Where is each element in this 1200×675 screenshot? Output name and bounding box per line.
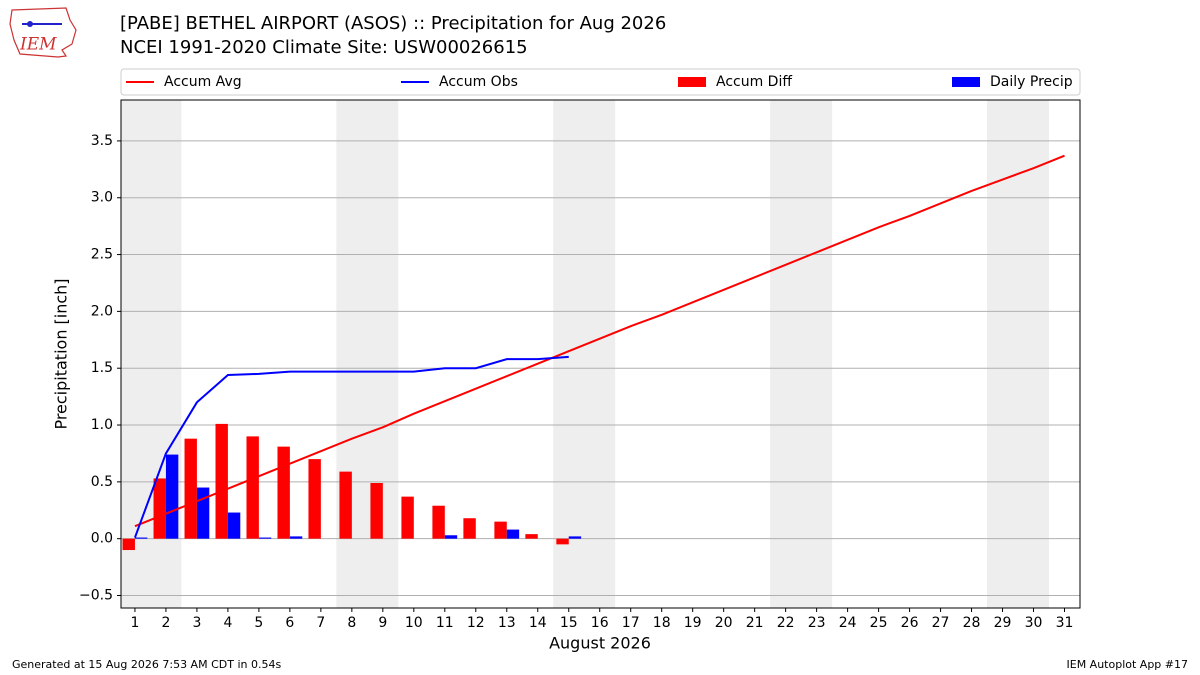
line bbox=[134, 154, 1065, 528]
bar bbox=[525, 534, 538, 539]
weekend-span bbox=[987, 100, 1050, 608]
x-tick-label: 5 bbox=[254, 615, 263, 631]
x-tick-label: 20 bbox=[715, 615, 733, 631]
x-tick-label: 2 bbox=[161, 615, 170, 631]
weekend-span bbox=[770, 100, 833, 608]
x-tick-label: 26 bbox=[901, 615, 919, 631]
x-axis-label: August 2026 bbox=[549, 634, 651, 653]
x-tick-label: 23 bbox=[808, 615, 826, 631]
bar bbox=[258, 537, 272, 539]
x-tick-label: 17 bbox=[622, 615, 640, 631]
x-tick-label: 8 bbox=[347, 615, 356, 631]
legend-swatch bbox=[952, 77, 980, 87]
bar bbox=[444, 535, 458, 539]
x-tick-label: 10 bbox=[405, 615, 423, 631]
bar bbox=[463, 518, 476, 539]
footer-right: IEM Autoplot App #17 bbox=[1067, 658, 1189, 671]
bar bbox=[556, 538, 569, 545]
legend-label: Accum Avg bbox=[164, 74, 242, 90]
y-tick-label: 1.0 bbox=[91, 417, 113, 433]
x-tick-label: 18 bbox=[653, 615, 671, 631]
y-tick-label: 2.5 bbox=[91, 247, 113, 263]
bar bbox=[494, 521, 507, 539]
bar bbox=[506, 529, 520, 539]
logo-dot bbox=[27, 21, 33, 27]
x-tick-label: 22 bbox=[777, 615, 795, 631]
y-tick-label: 3.0 bbox=[91, 190, 113, 206]
legend-label: Accum Obs bbox=[439, 74, 518, 90]
legend-label: Daily Precip bbox=[990, 74, 1073, 90]
x-tick-label: 27 bbox=[932, 615, 950, 631]
bar bbox=[308, 459, 321, 539]
x-tick-label: 3 bbox=[192, 615, 201, 631]
legend-box bbox=[120, 68, 1081, 96]
bar bbox=[165, 454, 179, 539]
bar bbox=[122, 538, 135, 551]
x-tick-label: 29 bbox=[994, 615, 1012, 631]
bar bbox=[227, 512, 241, 539]
bar bbox=[339, 471, 352, 539]
y-tick-label: 2.0 bbox=[91, 303, 113, 319]
bar bbox=[153, 478, 166, 539]
bar bbox=[432, 505, 445, 539]
x-tick-label: 11 bbox=[436, 615, 454, 631]
bar bbox=[370, 482, 383, 539]
bar bbox=[401, 496, 414, 539]
y-tick-label: 0.5 bbox=[91, 474, 113, 490]
x-tick-label: 1 bbox=[130, 615, 139, 631]
y-axis-label: Precipitation [inch] bbox=[52, 278, 71, 429]
bar bbox=[289, 536, 303, 539]
plot-frame bbox=[120, 99, 1081, 609]
chart-subtitle: NCEI 1991-2020 Climate Site: USW00026615 bbox=[120, 37, 528, 58]
x-tick-label: 21 bbox=[746, 615, 764, 631]
logo: IEM bbox=[9, 7, 77, 58]
logo-text: IEM bbox=[19, 35, 57, 55]
bar bbox=[184, 438, 197, 539]
bar bbox=[246, 436, 259, 539]
x-tick-label: 14 bbox=[529, 615, 547, 631]
bar bbox=[568, 536, 582, 539]
bar bbox=[277, 446, 290, 539]
y-tick-label: 1.5 bbox=[91, 360, 113, 376]
y-tick-label: −0.5 bbox=[79, 587, 113, 603]
legend-swatch bbox=[678, 77, 706, 87]
x-tick-label: 25 bbox=[870, 615, 888, 631]
y-tick-label: 3.5 bbox=[91, 133, 113, 149]
x-tick-label: 7 bbox=[316, 615, 325, 631]
x-tick-label: 30 bbox=[1025, 615, 1043, 631]
x-tick-label: 13 bbox=[498, 615, 516, 631]
x-tick-label: 28 bbox=[963, 615, 981, 631]
footer-left: Generated at 15 Aug 2026 7:53 AM CDT in … bbox=[12, 658, 281, 671]
x-tick-label: 15 bbox=[560, 615, 578, 631]
bar bbox=[215, 423, 228, 539]
chart-title: [PABE] BETHEL AIRPORT (ASOS) :: Precipit… bbox=[120, 13, 666, 34]
line bbox=[134, 355, 569, 538]
y-tick-label: 0.0 bbox=[91, 531, 113, 547]
x-tick-label: 31 bbox=[1056, 615, 1074, 631]
x-tick-label: 16 bbox=[591, 615, 609, 631]
x-tick-label: 4 bbox=[223, 615, 232, 631]
x-tick-label: 6 bbox=[285, 615, 294, 631]
x-tick-label: 9 bbox=[378, 615, 387, 631]
x-tick-label: 19 bbox=[684, 615, 702, 631]
x-tick-label: 12 bbox=[467, 615, 485, 631]
logo-outline bbox=[9, 7, 77, 58]
bar bbox=[134, 537, 148, 539]
legend-label: Accum Diff bbox=[716, 74, 792, 90]
x-tick-label: 24 bbox=[839, 615, 857, 631]
bar bbox=[196, 487, 210, 539]
